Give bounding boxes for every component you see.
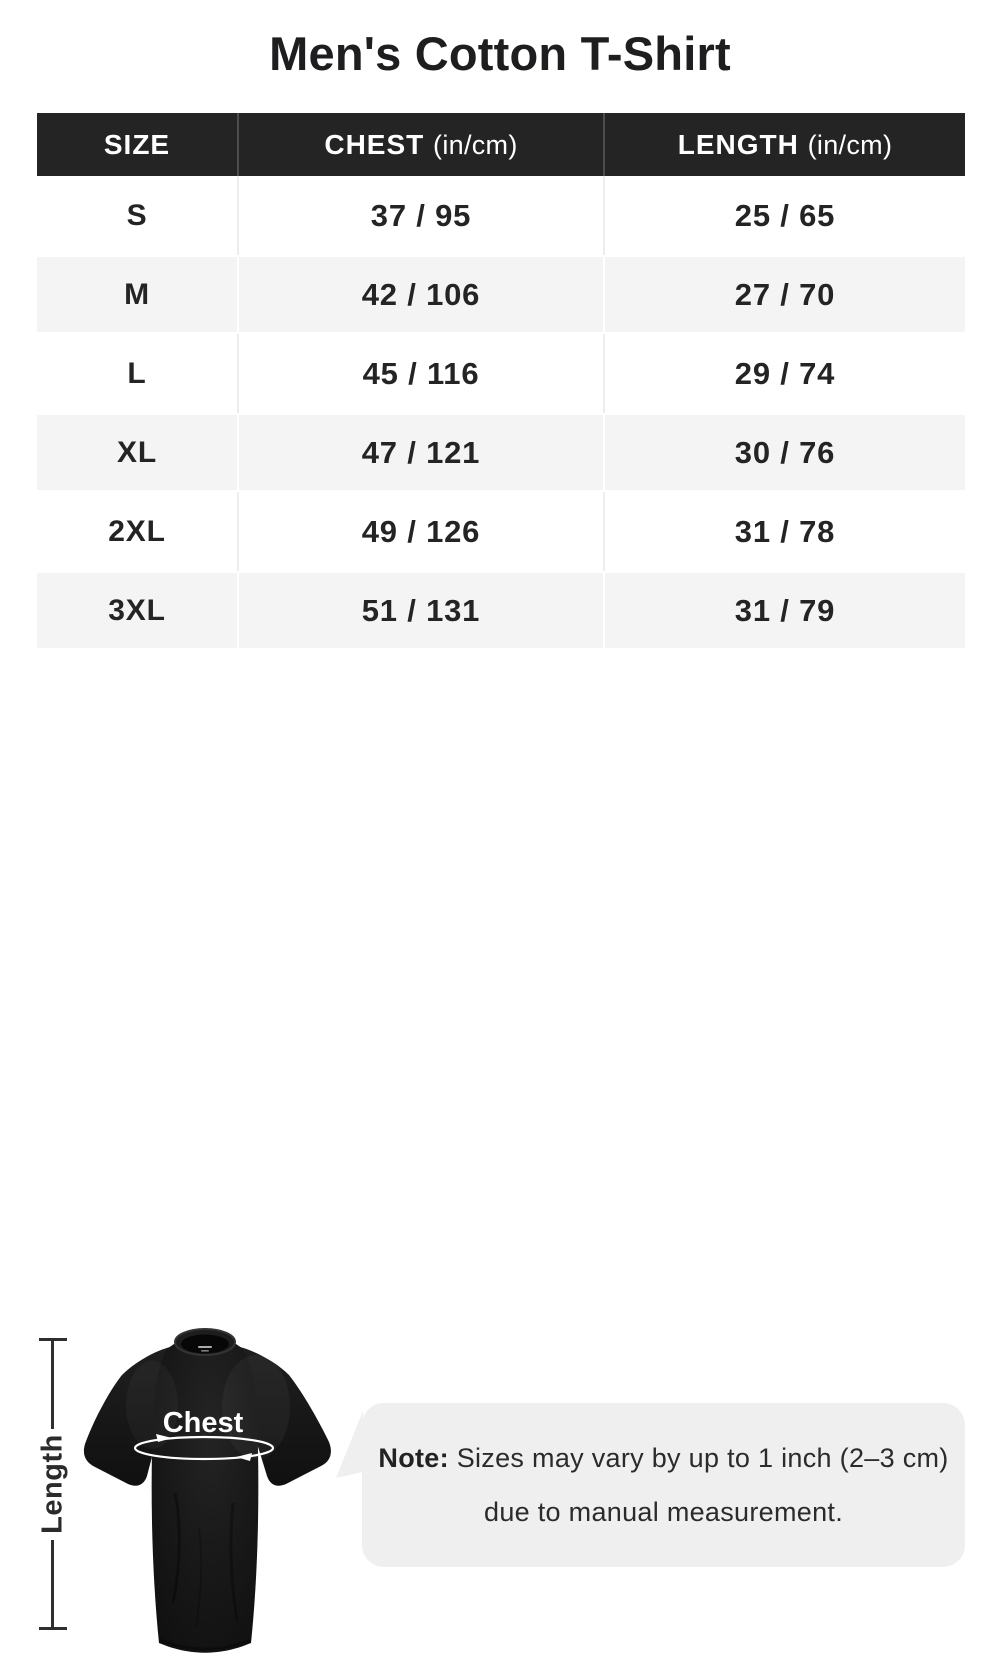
length-cell: 27 / 70 bbox=[603, 255, 965, 334]
chest-cell: 51 / 131 bbox=[237, 571, 603, 650]
chest-cell: 37 / 95 bbox=[237, 176, 603, 255]
note-text-line1: Note: Sizes may vary by up to 1 inch (2–… bbox=[378, 1443, 948, 1474]
size-cell: XL bbox=[37, 413, 237, 492]
page-title: Men's Cotton T-Shirt bbox=[269, 27, 731, 80]
note-prefix: Note: bbox=[378, 1442, 449, 1473]
measurement-diagram: Length bbox=[0, 655, 1000, 1653]
note-text-line2: due to manual measurement. bbox=[484, 1496, 843, 1527]
size-cell: S bbox=[37, 176, 237, 255]
chest-label: Chest bbox=[163, 1407, 244, 1439]
chest-cell: 42 / 106 bbox=[237, 255, 603, 334]
length-cell: 30 / 76 bbox=[603, 413, 965, 492]
chest-cell: 47 / 121 bbox=[237, 413, 603, 492]
length-cell: 31 / 78 bbox=[603, 492, 965, 571]
note-bubble: Note: Sizes may vary by up to 1 inch (2–… bbox=[362, 1403, 965, 1567]
col-header-chest-unit: (in/cm) bbox=[433, 129, 518, 160]
chest-cell: 45 / 116 bbox=[237, 334, 603, 413]
col-header-chest-label: CHEST bbox=[324, 128, 425, 160]
table-header-row: SIZE CHEST (in/cm) LENGTH (in/cm) bbox=[37, 113, 965, 176]
col-header-length: LENGTH (in/cm) bbox=[603, 113, 965, 176]
col-header-length-label: LENGTH bbox=[677, 128, 799, 160]
table-row: 3XL 51 / 131 31 / 79 bbox=[37, 571, 965, 650]
size-cell: L bbox=[37, 334, 237, 413]
table-row: S 37 / 95 25 / 65 bbox=[37, 176, 965, 255]
col-header-size: SIZE bbox=[37, 113, 237, 176]
size-cell: 3XL bbox=[37, 571, 237, 650]
table-row: 2XL 49 / 126 31 / 78 bbox=[37, 492, 965, 571]
tshirt-collar bbox=[174, 1328, 236, 1356]
size-table: SIZE CHEST (in/cm) LENGTH (in/cm) S 37 /… bbox=[37, 113, 965, 650]
length-cell: 25 / 65 bbox=[603, 176, 965, 255]
size-cell: 2XL bbox=[37, 492, 237, 571]
length-cell: 29 / 74 bbox=[603, 334, 965, 413]
tshirt-image: Chest bbox=[83, 1328, 331, 1653]
size-chart-page: { "title": "Men's Cotton T-Shirt", "tabl… bbox=[0, 27, 1000, 1653]
col-header-size-label: SIZE bbox=[103, 128, 171, 160]
length-line-upper-segment bbox=[51, 1341, 54, 1429]
length-cell: 31 / 79 bbox=[603, 571, 965, 650]
note-body-line1: Sizes may vary by up to 1 inch (2–3 cm) bbox=[456, 1442, 949, 1473]
col-header-chest: CHEST (in/cm) bbox=[237, 113, 603, 176]
col-header-length-unit: (in/cm) bbox=[807, 129, 893, 160]
table-row: L 45 / 116 29 / 74 bbox=[37, 334, 965, 413]
chest-cell: 49 / 126 bbox=[237, 492, 603, 571]
table-row: M 42 / 106 27 / 70 bbox=[37, 255, 965, 334]
table-row: XL 47 / 121 30 / 76 bbox=[37, 413, 965, 492]
size-cell: M bbox=[37, 255, 237, 334]
length-line-lower-segment bbox=[51, 1540, 54, 1627]
